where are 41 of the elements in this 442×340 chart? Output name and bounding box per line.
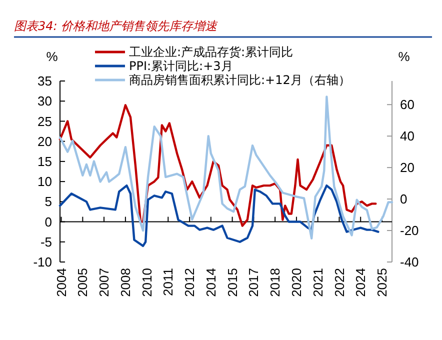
y-tick-label: 15 — [38, 154, 52, 169]
y-tick-label: 5 — [44, 194, 52, 210]
chart-title: 图表34: 价格和地产销售领先库存增速 — [14, 19, 218, 33]
line-series — [58, 96, 394, 240]
x-tick-label: 2011 — [160, 268, 176, 296]
y-tick-label: 35 — [38, 74, 52, 89]
legend-label: 工业企业:产成品存货:累计同比 — [129, 45, 294, 60]
x-tick-label: 2025 — [374, 268, 390, 297]
y2-tick-label: 0 — [400, 192, 408, 207]
line-series — [58, 184, 380, 248]
x-tick-label: 2005 — [75, 268, 90, 297]
y2-tick-label: 40 — [400, 128, 414, 144]
y-tick-label: 20 — [38, 134, 52, 149]
y-tick-label: 25 — [38, 114, 52, 129]
y2-tick-label: -20 — [400, 223, 419, 238]
x-tick-label: 2004 — [54, 268, 69, 297]
y2-tick-label: 20 — [400, 160, 414, 176]
legend-label: PPI:累计同比:+3月 — [129, 59, 233, 74]
y-tick-label: 0 — [44, 214, 52, 230]
line-series — [58, 104, 377, 227]
x-tick-label: 2021 — [310, 268, 326, 297]
x-tick-label: 2018 — [268, 268, 283, 297]
x-tick-label: 2012 — [182, 268, 198, 297]
y2-axis-title: % — [398, 49, 410, 64]
y-tick-label: -10 — [33, 254, 52, 270]
x-tick-label: 2017 — [246, 268, 262, 297]
x-tick-label: 2014 — [203, 268, 218, 297]
x-tick-label: 2015 — [224, 268, 240, 297]
legend-label: 商品房销售面积累计同比:+12月（右轴） — [129, 73, 350, 88]
x-tick-label: 2008 — [118, 268, 133, 297]
y2-tick-label: -40 — [400, 254, 419, 270]
y-tick-label: 30 — [38, 94, 52, 109]
y-axis-title: % — [46, 49, 58, 64]
y-tick-label: -5 — [40, 234, 52, 250]
y2-tick-label: 60 — [400, 97, 414, 112]
x-tick-label: 2024 — [353, 268, 368, 297]
x-tick-label: 2022 — [332, 268, 347, 297]
x-tick-label: 2020 — [289, 268, 304, 297]
x-tick-label: 2007 — [96, 268, 112, 297]
x-tick-label: 2010 — [139, 268, 154, 297]
y-tick-label: 10 — [38, 174, 52, 190]
